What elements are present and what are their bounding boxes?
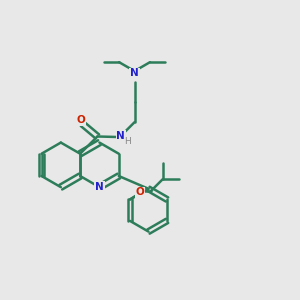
- Text: N: N: [116, 131, 125, 141]
- Text: N: N: [130, 68, 139, 79]
- Text: O: O: [76, 115, 85, 125]
- Text: H: H: [124, 137, 131, 146]
- Text: N: N: [95, 182, 104, 192]
- Text: O: O: [136, 188, 144, 197]
